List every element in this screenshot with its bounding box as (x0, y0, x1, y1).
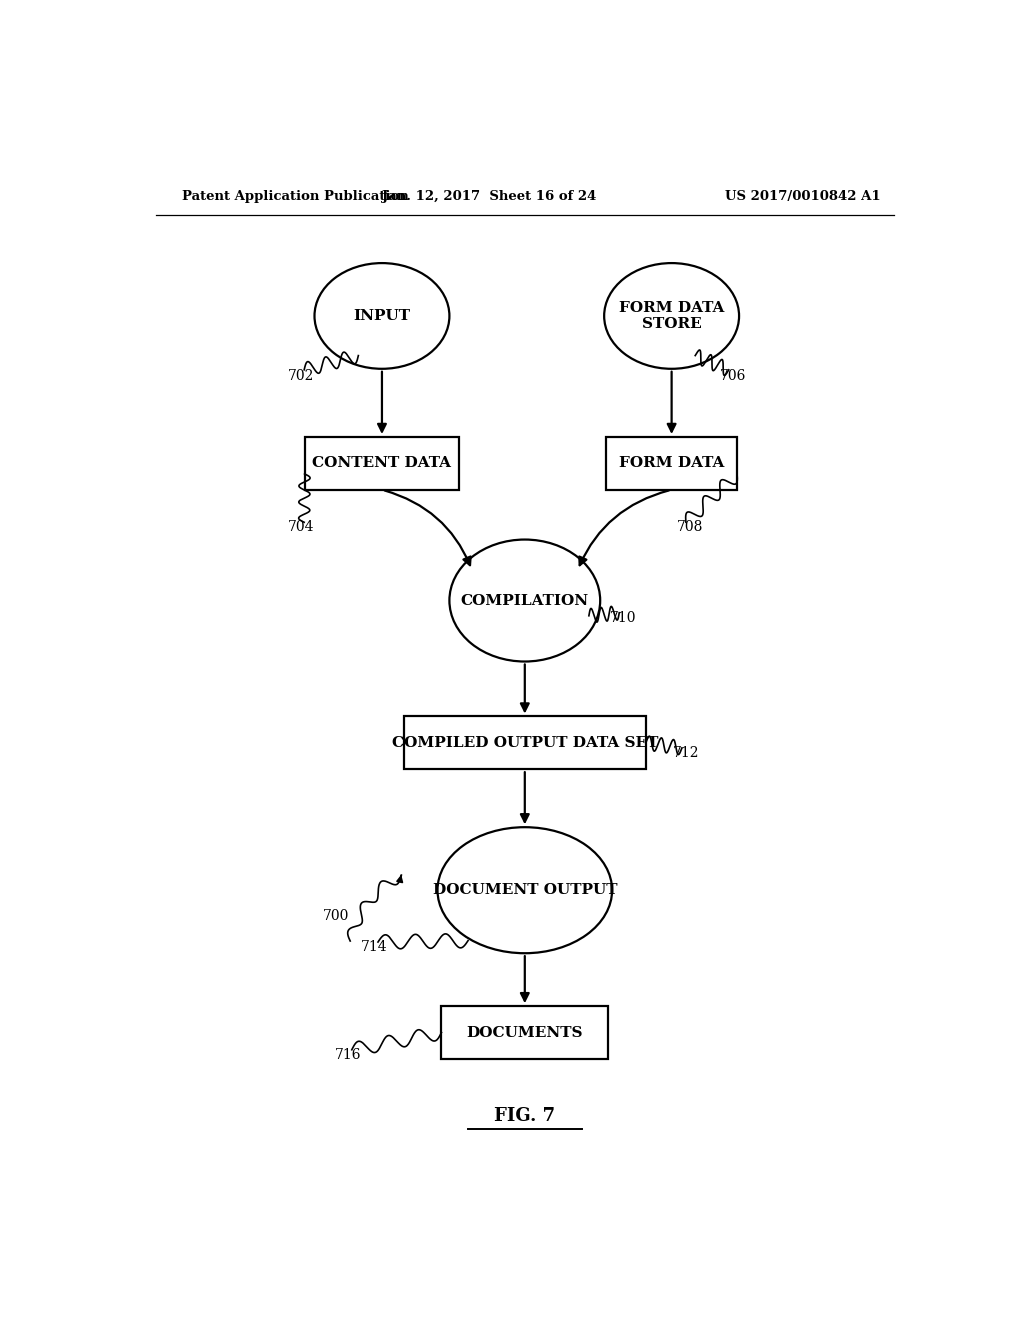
Text: COMPILATION: COMPILATION (461, 594, 589, 607)
Text: 712: 712 (673, 746, 699, 760)
Bar (606, 437, 737, 490)
Bar (304, 437, 460, 490)
Text: US 2017/0010842 A1: US 2017/0010842 A1 (725, 190, 881, 202)
Text: Patent Application Publication: Patent Application Publication (182, 190, 409, 202)
Text: COMPILED OUTPUT DATA SET: COMPILED OUTPUT DATA SET (391, 735, 658, 750)
Text: 714: 714 (360, 940, 387, 954)
Text: FORM DATA: FORM DATA (618, 457, 724, 470)
Bar (403, 717, 646, 770)
Text: Jan. 12, 2017  Sheet 16 of 24: Jan. 12, 2017 Sheet 16 of 24 (382, 190, 596, 202)
Text: CONTENT DATA: CONTENT DATA (312, 457, 452, 470)
Text: 708: 708 (677, 520, 703, 535)
Text: 702: 702 (288, 368, 314, 383)
Text: DOCUMENTS: DOCUMENTS (467, 1026, 583, 1040)
Text: FORM DATA
STORE: FORM DATA STORE (618, 301, 724, 331)
Text: 716: 716 (336, 1048, 361, 1061)
Text: 704: 704 (288, 520, 314, 535)
Text: 710: 710 (610, 611, 637, 624)
Text: 706: 706 (720, 368, 745, 383)
Bar (441, 1006, 608, 1059)
Text: 700: 700 (323, 908, 349, 923)
Text: DOCUMENT OUTPUT: DOCUMENT OUTPUT (432, 883, 617, 898)
Text: FIG. 7: FIG. 7 (495, 1107, 555, 1125)
Text: INPUT: INPUT (353, 309, 411, 323)
